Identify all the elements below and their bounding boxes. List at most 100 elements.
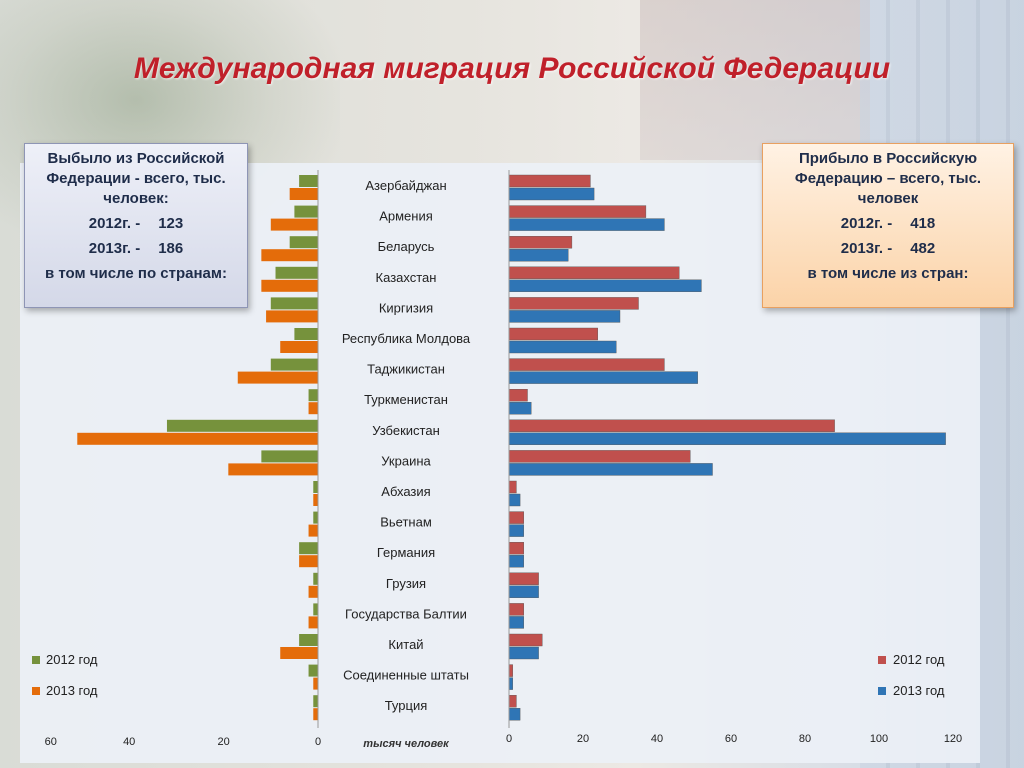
country-label: Германия [377,545,435,560]
inflow-bar-2013 [508,402,532,415]
inflow-2012-value: 418 [910,215,936,232]
inflow-bar-2012 [508,419,835,432]
x-axis-title: тысяч человек [363,738,450,750]
legend-2012-label: 2012 год [893,652,945,667]
outflow-2012-row: 2012г. - 123 [25,214,247,234]
outflow-bar-2013 [313,677,318,690]
inflow-bar-2012 [508,205,647,218]
inflow-bar-2013 [508,279,702,292]
inflow-bar-2013 [508,218,665,231]
legend-2013-label: 2013 год [46,683,98,698]
inflow-bar-2012 [508,235,573,249]
inflow-bar-2013 [508,585,539,598]
outflow-bar-2012 [294,328,318,340]
inflow-tick-label: 20 [577,733,589,745]
inflow-bar-2013 [508,493,521,507]
inflow-bar-2013 [508,371,698,384]
inflow-tick-label: 0 [506,733,512,745]
outflow-bar-2013 [266,310,318,323]
outflow-bar-2012 [313,603,318,616]
outflow-bar-2013 [308,524,318,537]
outflow-bar-2012 [289,236,318,249]
country-label: Азербайджан [365,178,446,193]
inflow-bars [508,174,946,721]
outflow-2012-label: 2012г. - [88,215,141,232]
inflow-bar-2013 [508,248,569,262]
outflow-bar-2012 [299,542,318,555]
outflow-bar-2013 [313,494,318,506]
inflow-bar-2012 [508,297,639,310]
country-label: Вьетнам [380,515,432,530]
inflow-bar-2013 [508,677,513,690]
legend-inflow: 2012 год 2013 год [878,652,945,698]
outflow-bar-2012 [313,572,318,585]
outflow-tick-label: 40 [123,736,135,748]
inflow-bar-2012 [508,572,539,585]
country-label: Государства Балтии [345,606,467,621]
inflow-summary-header: Прибыло в Российскую Федерацию – всего, … [794,150,982,207]
country-label: Туркменистан [364,392,448,407]
inflow-bar-2012 [508,633,543,647]
country-label: Абхазия [381,484,430,499]
outflow-bar-2012 [270,358,318,371]
inflow-tick-label: 100 [870,733,888,745]
outflow-tick-label: 0 [315,736,321,748]
inflow-bar-2013 [508,340,617,354]
outflow-bar-2012 [294,205,318,218]
outflow-bar-2013 [77,432,318,445]
inflow-bar-2013 [508,646,539,660]
outflow-bar-2013 [261,279,318,292]
inflow-bar-2013 [508,555,525,568]
inflow-bar-2013 [508,708,521,721]
outflow-bar-2013 [228,463,318,476]
outflow-bar-2012 [275,266,318,279]
country-label: Украина [381,453,431,468]
outflow-bars [77,175,318,721]
inflow-2013-value: 482 [910,240,936,257]
background-brick-wall [640,0,870,160]
outflow-bar-2013 [313,708,318,721]
legend-2012-swatch [878,656,886,664]
inflow-bar-2012 [508,511,525,524]
inflow-bar-2012 [508,542,525,555]
inflow-bar-2012 [508,174,591,188]
country-label: Грузия [386,576,426,591]
country-label: Армения [379,209,433,224]
inflow-bar-2012 [508,327,599,341]
country-label: Беларусь [378,239,435,254]
outflow-summary-footer: в том числе по странам: [45,265,227,282]
legend-2012-label: 2012 год [46,652,98,667]
outflow-bar-2013 [299,555,318,568]
outflow-tick-label: 20 [217,736,229,748]
inflow-bar-2013 [508,187,595,201]
legend-2013-swatch [32,687,40,695]
outflow-bar-2013 [270,218,318,231]
outflow-bar-2013 [308,402,318,415]
country-label: Турция [385,698,428,713]
legend-2012-swatch [32,656,40,664]
inflow-bar-2012 [508,695,517,708]
inflow-bar-2012 [508,358,665,371]
outflow-2013-value: 186 [158,240,184,257]
country-label: Узбекистан [372,423,440,438]
inflow-bar-2013 [508,524,525,537]
inflow-2012-row: 2012г. - 418 [763,214,1013,234]
inflow-bar-2013 [508,463,713,476]
outflow-bar-2013 [280,647,318,659]
inflow-bar-2013 [508,310,621,323]
legend-2013-label: 2013 год [893,683,945,698]
inflow-tick-label: 80 [799,733,811,745]
country-labels: Азербайджан Армения Беларусь Казахстан Кирги… [342,178,471,713]
outflow-bar-2013 [261,249,318,262]
outflow-bar-2012 [270,297,318,310]
outflow-bar-2013 [289,188,318,200]
outflow-summary-box: Выбыло из Российской Федерации - всего, … [24,143,248,308]
outflow-2013-label: 2013г. - [88,240,141,257]
inflow-2013-label: 2013г. - [840,240,893,257]
inflow-summary-box: Прибыло в Российскую Федерацию – всего, … [762,143,1014,308]
outflow-bar-2012 [313,511,318,524]
inflow-2013-row: 2013г. - 482 [763,239,1013,259]
outflow-bar-2013 [280,341,318,353]
inflow-bar-2012 [508,603,525,616]
